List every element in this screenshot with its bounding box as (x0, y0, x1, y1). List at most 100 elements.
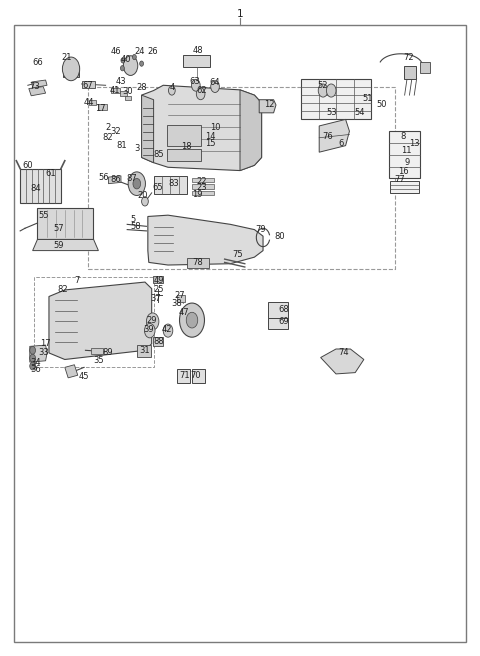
Bar (177, 369, 190, 383)
Text: 15: 15 (205, 139, 216, 148)
Text: 64: 64 (210, 78, 220, 87)
Circle shape (132, 54, 136, 60)
Polygon shape (65, 365, 78, 378)
Text: 82: 82 (102, 133, 113, 142)
Text: 3: 3 (134, 144, 140, 153)
Text: 62: 62 (196, 86, 207, 95)
Circle shape (146, 313, 159, 330)
Text: 46: 46 (111, 47, 121, 56)
Bar (167, 125, 201, 146)
Text: 23: 23 (196, 183, 207, 192)
Bar (389, 131, 420, 178)
Text: 10: 10 (210, 123, 220, 132)
Text: 45: 45 (79, 372, 89, 381)
Text: 16: 16 (398, 167, 408, 176)
Text: 40: 40 (120, 55, 131, 64)
Text: 77: 77 (394, 175, 405, 184)
Text: 52: 52 (317, 81, 328, 91)
Bar (420, 62, 430, 73)
Bar (177, 295, 185, 302)
Text: 2: 2 (105, 123, 110, 132)
Text: 81: 81 (117, 141, 127, 150)
Text: 66: 66 (32, 58, 43, 68)
Bar (192, 178, 214, 182)
Text: 55: 55 (38, 211, 48, 220)
Circle shape (140, 61, 144, 66)
Text: 57: 57 (53, 224, 64, 233)
Text: 41: 41 (110, 86, 120, 95)
Text: 35: 35 (93, 356, 104, 365)
Text: 78: 78 (192, 258, 203, 267)
Text: 58: 58 (130, 222, 141, 231)
Circle shape (62, 57, 80, 81)
Circle shape (168, 86, 175, 95)
Polygon shape (142, 85, 262, 171)
Bar (154, 176, 187, 194)
Text: 18: 18 (181, 142, 192, 152)
Polygon shape (321, 349, 364, 374)
Bar (192, 191, 214, 195)
Text: 83: 83 (168, 179, 179, 188)
Text: 6: 6 (338, 138, 344, 148)
Bar (137, 345, 151, 357)
Text: 42: 42 (162, 325, 172, 334)
Circle shape (133, 178, 141, 189)
Text: 25: 25 (153, 285, 164, 295)
Text: 89: 89 (102, 348, 113, 358)
Text: 22: 22 (196, 176, 207, 186)
Text: 7: 7 (74, 276, 80, 285)
Text: 67: 67 (82, 81, 93, 90)
Bar (89, 100, 96, 105)
Text: 85: 85 (153, 150, 164, 159)
Circle shape (30, 346, 36, 354)
Text: 49: 49 (153, 276, 164, 285)
Bar (192, 369, 205, 383)
Text: 87: 87 (127, 174, 137, 183)
Circle shape (326, 84, 336, 97)
Text: 29: 29 (146, 316, 156, 325)
Text: 1: 1 (237, 9, 243, 19)
Bar (63, 66, 79, 77)
Bar (187, 258, 209, 268)
Text: 76: 76 (322, 132, 333, 141)
Text: 43: 43 (116, 77, 126, 86)
Text: 13: 13 (409, 138, 420, 148)
Circle shape (144, 323, 155, 338)
Polygon shape (33, 239, 98, 251)
Polygon shape (32, 80, 47, 88)
Text: 24: 24 (134, 47, 144, 56)
Bar (88, 87, 395, 269)
Text: 31: 31 (140, 346, 150, 355)
Polygon shape (259, 100, 276, 113)
Text: 54: 54 (355, 108, 365, 117)
Text: 88: 88 (153, 337, 164, 346)
Text: 30: 30 (122, 87, 132, 96)
Text: 68: 68 (279, 305, 289, 314)
Text: 9: 9 (405, 158, 409, 167)
Text: 14: 14 (205, 132, 216, 141)
Bar (37, 208, 93, 239)
Circle shape (30, 354, 36, 362)
Text: 26: 26 (147, 47, 158, 56)
Text: 53: 53 (327, 108, 337, 117)
Text: 8: 8 (400, 132, 406, 141)
Text: 48: 48 (192, 46, 203, 55)
Bar (34, 277, 154, 367)
Circle shape (180, 303, 204, 337)
Text: 74: 74 (338, 348, 348, 358)
Bar (404, 66, 416, 79)
Text: 50: 50 (376, 100, 387, 110)
Bar (301, 79, 371, 119)
Text: 39: 39 (144, 325, 154, 334)
Circle shape (196, 88, 205, 100)
Polygon shape (142, 95, 154, 163)
Text: 79: 79 (255, 225, 265, 234)
Polygon shape (30, 345, 47, 362)
Text: 72: 72 (404, 53, 414, 62)
Text: 70: 70 (191, 371, 201, 380)
Bar (125, 96, 131, 100)
Circle shape (123, 56, 138, 75)
Text: 38: 38 (171, 298, 182, 308)
Text: 37: 37 (151, 294, 161, 303)
Text: 36: 36 (31, 365, 41, 375)
